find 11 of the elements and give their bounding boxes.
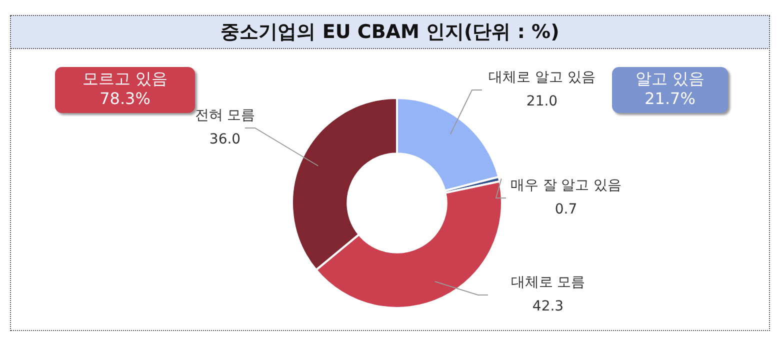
- text: 모르고 있음 78.3%: [55, 67, 195, 113]
- chart-title: 중소기업의 EU CBAM 인지(단위 : %): [10, 15, 770, 49]
- slice-label: 대체로 알고 있음: [488, 70, 596, 86]
- data-label: 21.0: [526, 94, 558, 110]
- data-label: 36.0: [209, 132, 241, 148]
- data-label: 42.3: [532, 298, 564, 315]
- slice-label: 매우 잘 알고 있음: [510, 178, 622, 194]
- slice-label: 대체로 모름: [510, 274, 586, 291]
- slice-label: 전혀 모름: [194, 108, 256, 124]
- data-label: 0.7: [554, 202, 578, 218]
- text: 알고 있음 21.7%: [612, 67, 728, 113]
